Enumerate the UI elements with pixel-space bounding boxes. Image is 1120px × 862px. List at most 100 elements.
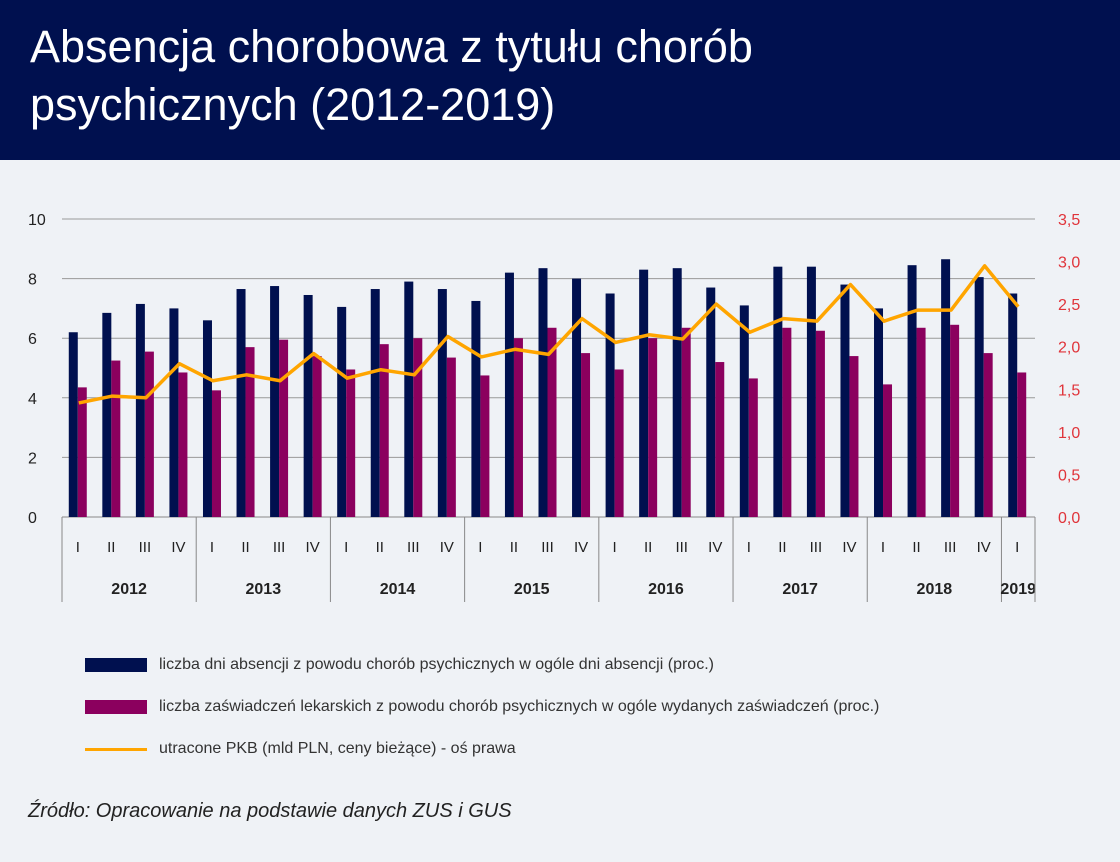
quarter-label: II xyxy=(778,539,786,556)
bar-days xyxy=(337,306,347,517)
year-label: 2013 xyxy=(246,581,282,598)
bar-days xyxy=(639,269,649,517)
bar-certificates xyxy=(883,384,893,517)
bar-days xyxy=(404,281,414,517)
bar-days xyxy=(471,300,481,517)
bar-certificates xyxy=(547,327,557,517)
legend-label: utracone PKB (mld PLN, ceny bieżące) - o… xyxy=(159,740,516,757)
bar-days xyxy=(874,308,884,517)
bar-certificates xyxy=(379,344,389,517)
bar-certificates xyxy=(950,324,960,517)
bar-days xyxy=(169,308,179,517)
left-tick-label: 8 xyxy=(28,272,37,289)
bar-days xyxy=(68,332,78,517)
bar-days xyxy=(572,278,582,517)
bar-days xyxy=(1008,293,1018,517)
quarter-label: I xyxy=(344,539,348,556)
bar-certificates xyxy=(211,390,221,517)
bar-certificates xyxy=(513,338,523,517)
bar-certificates xyxy=(681,327,691,517)
quarter-label: II xyxy=(107,539,115,556)
legend-item-gdp: utracone PKB (mld PLN, ceny bieżące) - o… xyxy=(85,740,516,758)
bar-certificates xyxy=(77,387,87,517)
bar-days xyxy=(538,268,548,517)
year-label: 2016 xyxy=(648,581,684,598)
bar-certificates xyxy=(144,351,154,517)
left-tick-label: 0 xyxy=(28,510,37,527)
bar-days xyxy=(270,286,280,517)
bar-certificates xyxy=(648,338,658,517)
quarter-label: II xyxy=(241,539,249,556)
quarter-label: IV xyxy=(574,539,588,556)
quarter-label: II xyxy=(644,539,652,556)
bar-days xyxy=(840,284,850,517)
bar-days xyxy=(370,289,380,517)
bar-certificates xyxy=(815,330,825,517)
quarter-label: IV xyxy=(440,539,454,556)
year-label: 2019 xyxy=(1000,581,1036,598)
bar-days xyxy=(236,289,246,517)
bar-days xyxy=(202,320,212,517)
bar-certificates xyxy=(614,369,624,517)
right-tick-label: 0,5 xyxy=(1058,467,1080,484)
bar-certificates xyxy=(748,378,758,517)
bar-days xyxy=(437,289,447,517)
bar-certificates xyxy=(279,339,289,517)
header: Absencja chorobowa z tytułu chorób psych… xyxy=(0,0,1120,160)
quarter-label: I xyxy=(478,539,482,556)
bar-days xyxy=(504,272,514,517)
quarter-label: II xyxy=(376,539,384,556)
left-tick-label: 10 xyxy=(28,212,46,229)
year-label: 2017 xyxy=(782,581,818,598)
bar-certificates xyxy=(312,356,322,517)
bar-certificates xyxy=(782,327,792,517)
bar-days xyxy=(102,312,112,517)
quarter-label: III xyxy=(541,539,554,556)
year-label: 2014 xyxy=(380,581,416,598)
bar-days xyxy=(773,266,783,517)
legend-swatch xyxy=(85,700,147,714)
year-label: 2018 xyxy=(917,581,953,598)
bar-days xyxy=(806,266,816,517)
bar-certificates xyxy=(715,362,725,517)
right-tick-label: 2,5 xyxy=(1058,297,1080,314)
bar-certificates xyxy=(111,360,121,517)
bar-certificates xyxy=(346,369,356,517)
bar-days xyxy=(135,303,145,517)
quarter-label: III xyxy=(944,539,957,556)
bar-certificates xyxy=(849,356,859,517)
bar-certificates xyxy=(916,327,926,517)
chart-title: Absencja chorobowa z tytułu chorób psych… xyxy=(30,21,753,130)
source-note: Źródło: Opracowanie na podstawie danych … xyxy=(28,800,512,822)
quarter-label: III xyxy=(810,539,823,556)
year-label: 2015 xyxy=(514,581,550,598)
right-tick-label: 3,0 xyxy=(1058,255,1080,272)
quarter-label: IV xyxy=(977,539,991,556)
bar-certificates xyxy=(245,347,255,517)
quarter-label: II xyxy=(912,539,920,556)
line-gdp xyxy=(78,264,1020,405)
quarter-label: I xyxy=(881,539,885,556)
left-tick-label: 6 xyxy=(28,331,37,348)
bar-certificates xyxy=(446,357,456,517)
bar-days xyxy=(303,294,313,517)
quarter-label: I xyxy=(210,539,214,556)
bar-certificates xyxy=(1017,372,1027,517)
right-tick-label: 0,0 xyxy=(1058,510,1080,527)
quarter-label: III xyxy=(675,539,688,556)
bar-days xyxy=(907,265,917,517)
quarter-label: II xyxy=(510,539,518,556)
bar-days xyxy=(974,277,984,517)
bar-certificates xyxy=(480,375,490,517)
left-tick-label: 2 xyxy=(28,450,37,467)
quarter-label: I xyxy=(747,539,751,556)
bar-days xyxy=(941,259,951,517)
right-tick-label: 1,0 xyxy=(1058,425,1080,442)
bar-certificates xyxy=(178,372,188,517)
quarter-label: IV xyxy=(171,539,185,556)
right-tick-label: 2,0 xyxy=(1058,340,1080,357)
quarter-label: I xyxy=(613,539,617,556)
legend-swatch xyxy=(85,658,147,672)
quarter-label: III xyxy=(139,539,152,556)
quarter-label: III xyxy=(273,539,286,556)
